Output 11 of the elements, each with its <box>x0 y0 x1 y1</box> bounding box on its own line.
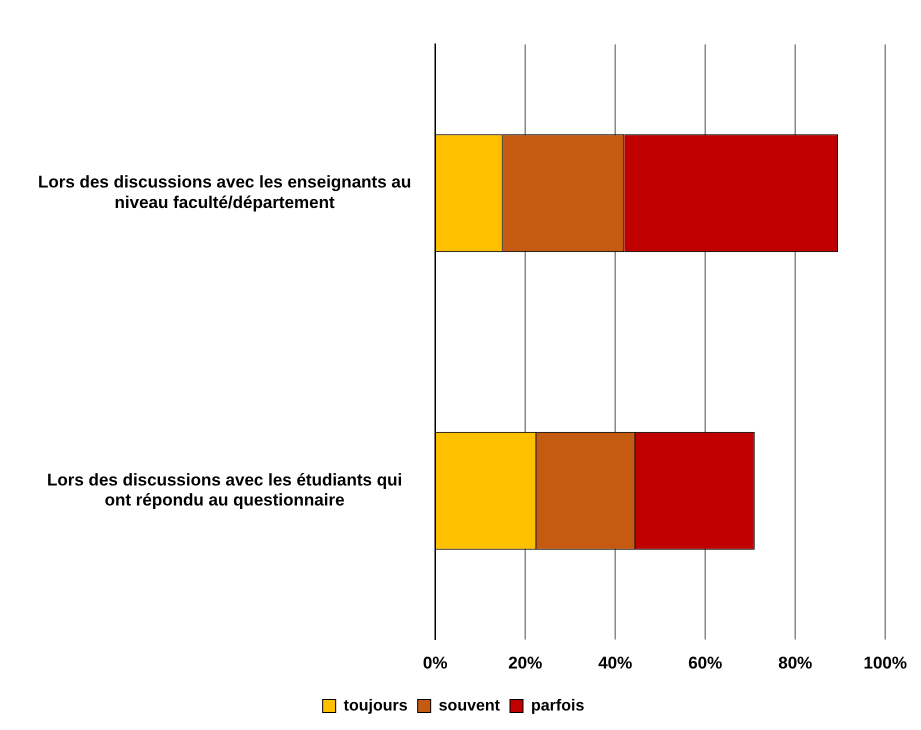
x-tick-label: 60% <box>688 653 722 672</box>
legend-label: souvent <box>438 697 501 714</box>
y-tick-label: Lors des discussions avec les étudiants qui ont répondu au questionnaire <box>46 470 402 510</box>
x-tick-label: 0% <box>422 653 448 672</box>
x-tick-label: 20% <box>508 653 542 672</box>
x-tick-label: 40% <box>598 653 632 672</box>
legend-label: parfois <box>530 697 584 714</box>
y-tick-label: Lors des discussions avec les enseignants au niveau faculté/département <box>38 172 412 212</box>
legend-label: toujours <box>344 697 408 714</box>
x-tick-label: 100% <box>864 653 907 672</box>
x-tick-label: 80% <box>778 653 812 672</box>
